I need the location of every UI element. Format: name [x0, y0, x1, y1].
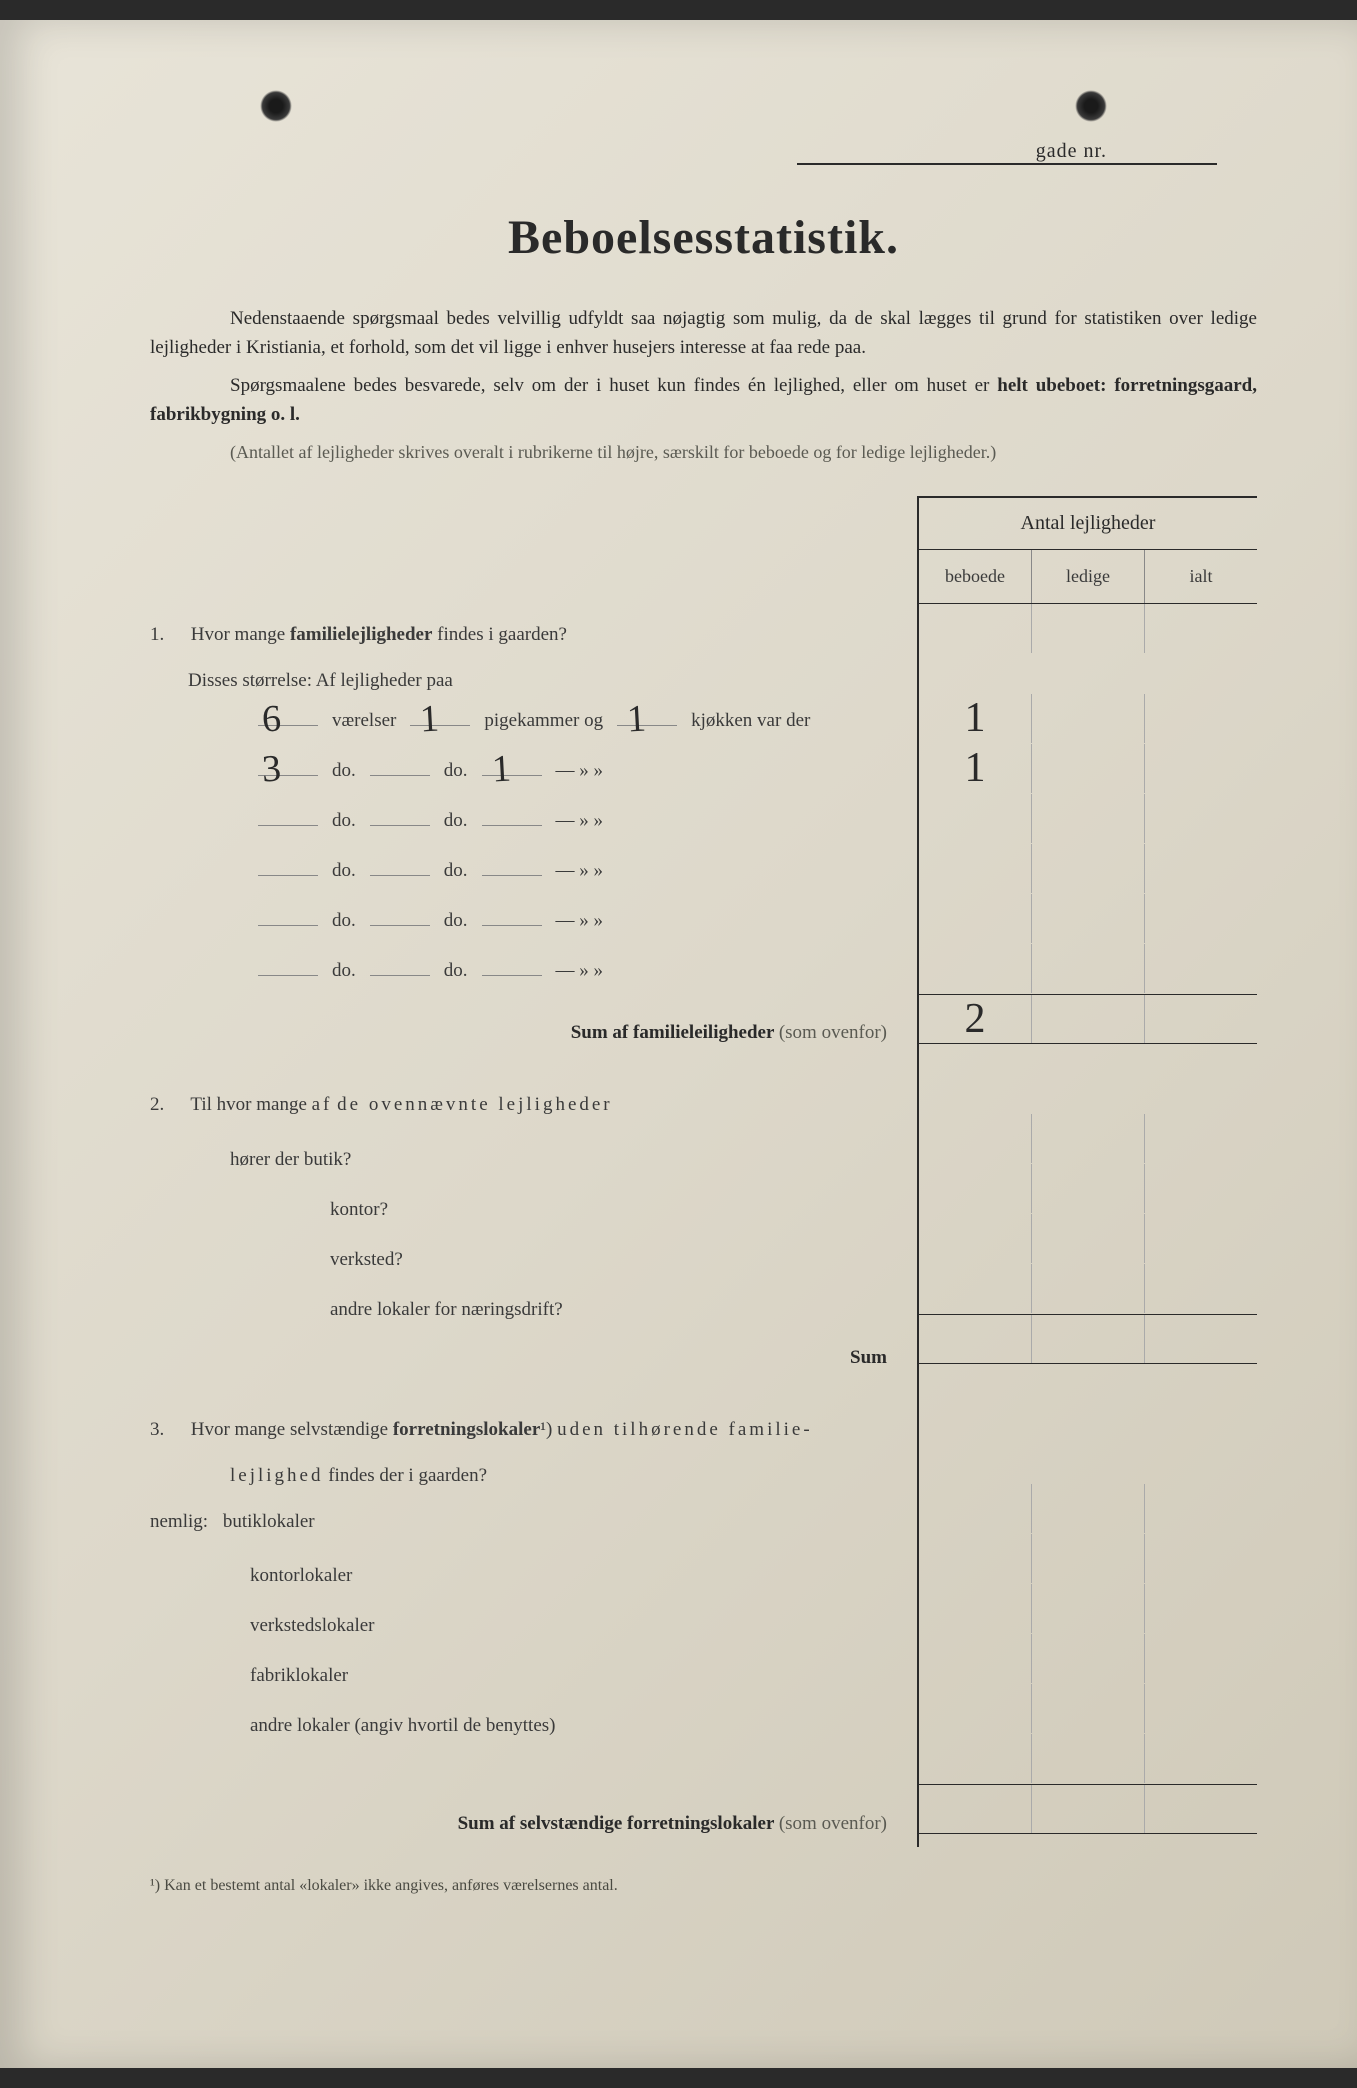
street-number-line: gade nr.: [797, 140, 1217, 165]
col-beboede: beboede: [919, 550, 1032, 603]
q3-r1: [919, 1484, 1257, 1534]
q1-size-row: do.do.— » »: [150, 960, 897, 1010]
q1-text-b: familielejligheder: [290, 624, 432, 645]
q3-text-a: Hvor mange selvstændige: [191, 1419, 393, 1440]
q1-number: 1.: [150, 618, 186, 652]
spacer: [919, 654, 1257, 694]
q1-data-rows: 11: [919, 694, 1257, 994]
q1-size-row: do.do.— » »: [150, 860, 897, 910]
q3-spaced-a: uden tilhørende familie-: [557, 1419, 813, 1440]
page-title: Beboelsesstatistik.: [150, 210, 1257, 265]
q1-data-row: [919, 794, 1257, 844]
document-page: gade nr. Beboelsesstatistik. Nedenstaaen…: [0, 20, 1357, 2068]
q2-sum: Sum: [150, 1335, 897, 1381]
note-text: (Antallet af lejligheder skrives overalt…: [230, 442, 996, 462]
q1-data-row: [919, 894, 1257, 944]
q1-sum-row: Sum af familieleiligheder (som ovenfor): [150, 1010, 897, 1056]
note-paragraph: (Antallet af lejligheder skrives overalt…: [150, 439, 1257, 466]
q1-size-row: do.do.— » »: [150, 810, 897, 860]
col-ialt: ialt: [1145, 550, 1257, 603]
q3-r2: [919, 1534, 1257, 1584]
questions-column: 1. Hvor mange familielejligheder findes …: [150, 496, 917, 1847]
binding-hole-right: [1075, 90, 1107, 122]
q3-r4: [919, 1634, 1257, 1684]
q3-sum-label: Sum af selvstændige forretningslokaler: [458, 1813, 775, 1834]
q2-sum: [919, 1314, 1257, 1364]
question-2: 2. Til hvor mange af de ovennævnte lejli…: [150, 1088, 897, 1122]
q1-text-a: Hvor mange: [191, 624, 290, 645]
q3-text-b: forretningslokaler: [393, 1419, 540, 1440]
q3-nemlig: nemlig: butiklokaler: [150, 1505, 897, 1539]
q2-r3: [919, 1214, 1257, 1264]
q3-sub2: kontorlokaler: [150, 1551, 897, 1601]
q3-sum-row: Sum af selvstændige forretningslokaler (…: [150, 1801, 897, 1847]
question-1: 1. Hvor mange familielejligheder findes …: [150, 618, 897, 652]
q3-sub1: butiklokaler: [223, 1511, 315, 1532]
q3-sub4: fabriklokaler: [150, 1651, 897, 1701]
q1-sizes-label: Disses størrelse: Af lejligheder paa: [150, 664, 897, 698]
q2-number: 2.: [150, 1088, 186, 1122]
q1-data-row: [919, 944, 1257, 994]
q1-header-datarow: [919, 604, 1257, 654]
footnote: ¹) Kan et bestemt antal «lokaler» ikke a…: [150, 1877, 1257, 1895]
gade-label: gade nr.: [1036, 140, 1107, 162]
intro-text-1: Nedenstaaende spørgsmaal bedes velvillig…: [150, 308, 1257, 358]
q1-size-row: do.do.— » »: [150, 910, 897, 960]
q3-sub3: verkstedslokaler: [150, 1601, 897, 1651]
q1-text-c: findes i gaarden?: [432, 624, 567, 645]
q1-data-row: 1: [919, 744, 1257, 794]
intro-text-2a: Spørgsmaalene bedes besvarede, selv om d…: [230, 375, 997, 396]
question-3: 3. Hvor mange selvstændige forretningslo…: [150, 1413, 897, 1447]
q3-nemlig-label: nemlig:: [150, 1511, 208, 1532]
q1-data-row: [919, 844, 1257, 894]
q1-data-row: 1: [919, 694, 1257, 744]
q3-r3: [919, 1584, 1257, 1634]
q2-r1: [919, 1114, 1257, 1164]
q3-spaced-b: lejlighed: [230, 1465, 323, 1486]
q2-sub4: andre lokaler for næringsdrift?: [150, 1285, 897, 1335]
q3-sub5: andre lokaler (angiv hvortil de benyttes…: [150, 1701, 897, 1751]
q2-spaced-a: af: [312, 1094, 333, 1115]
q3-sum: [919, 1784, 1257, 1834]
q2-sub2: kontor?: [150, 1185, 897, 1235]
q3-number: 3.: [150, 1413, 186, 1447]
q2-r4: [919, 1264, 1257, 1314]
table-header: Antal lejligheder beboede ledige ialt: [919, 496, 1257, 604]
q3-sum-note: (som ovenfor): [779, 1813, 887, 1834]
q1-sum-note: (som ovenfor): [779, 1022, 887, 1043]
table-header-top: Antal lejligheder: [919, 498, 1257, 550]
q1-size-rows: 6værelser1pigekammer og1kjøkken var der3…: [150, 710, 897, 1010]
col-ledige: ledige: [1032, 550, 1145, 603]
q2-spaced-b: de ovennævnte lejligheder: [337, 1094, 613, 1115]
q3-text-c: ¹): [540, 1419, 557, 1440]
q1-size-row: 3do.do.1— » »: [150, 760, 897, 810]
intro-paragraph-1: Nedenstaaende spørgsmaal bedes velvillig…: [150, 305, 1257, 362]
q2-sub1: hører der butik?: [150, 1135, 897, 1185]
intro-paragraph-2: Spørgsmaalene bedes besvarede, selv om d…: [150, 372, 1257, 429]
main-content: 1. Hvor mange familielejligheder findes …: [150, 496, 1257, 1847]
q1-sum-beboede: 2: [919, 995, 1032, 1043]
table-column: Antal lejligheder beboede ledige ialt 11…: [917, 496, 1257, 1847]
q3-line2: lejlighed findes der i gaarden?: [150, 1459, 897, 1493]
q3-r5: [919, 1684, 1257, 1734]
q1-sum-datarow: 2: [919, 994, 1257, 1044]
binding-hole-left: [260, 90, 292, 122]
q1-sum-label: Sum af familieleiligheder: [571, 1022, 774, 1043]
q2-r2: [919, 1164, 1257, 1214]
q2-sub3: verksted?: [150, 1235, 897, 1285]
table-header-row: beboede ledige ialt: [919, 550, 1257, 603]
q3-r6: [919, 1734, 1257, 1784]
